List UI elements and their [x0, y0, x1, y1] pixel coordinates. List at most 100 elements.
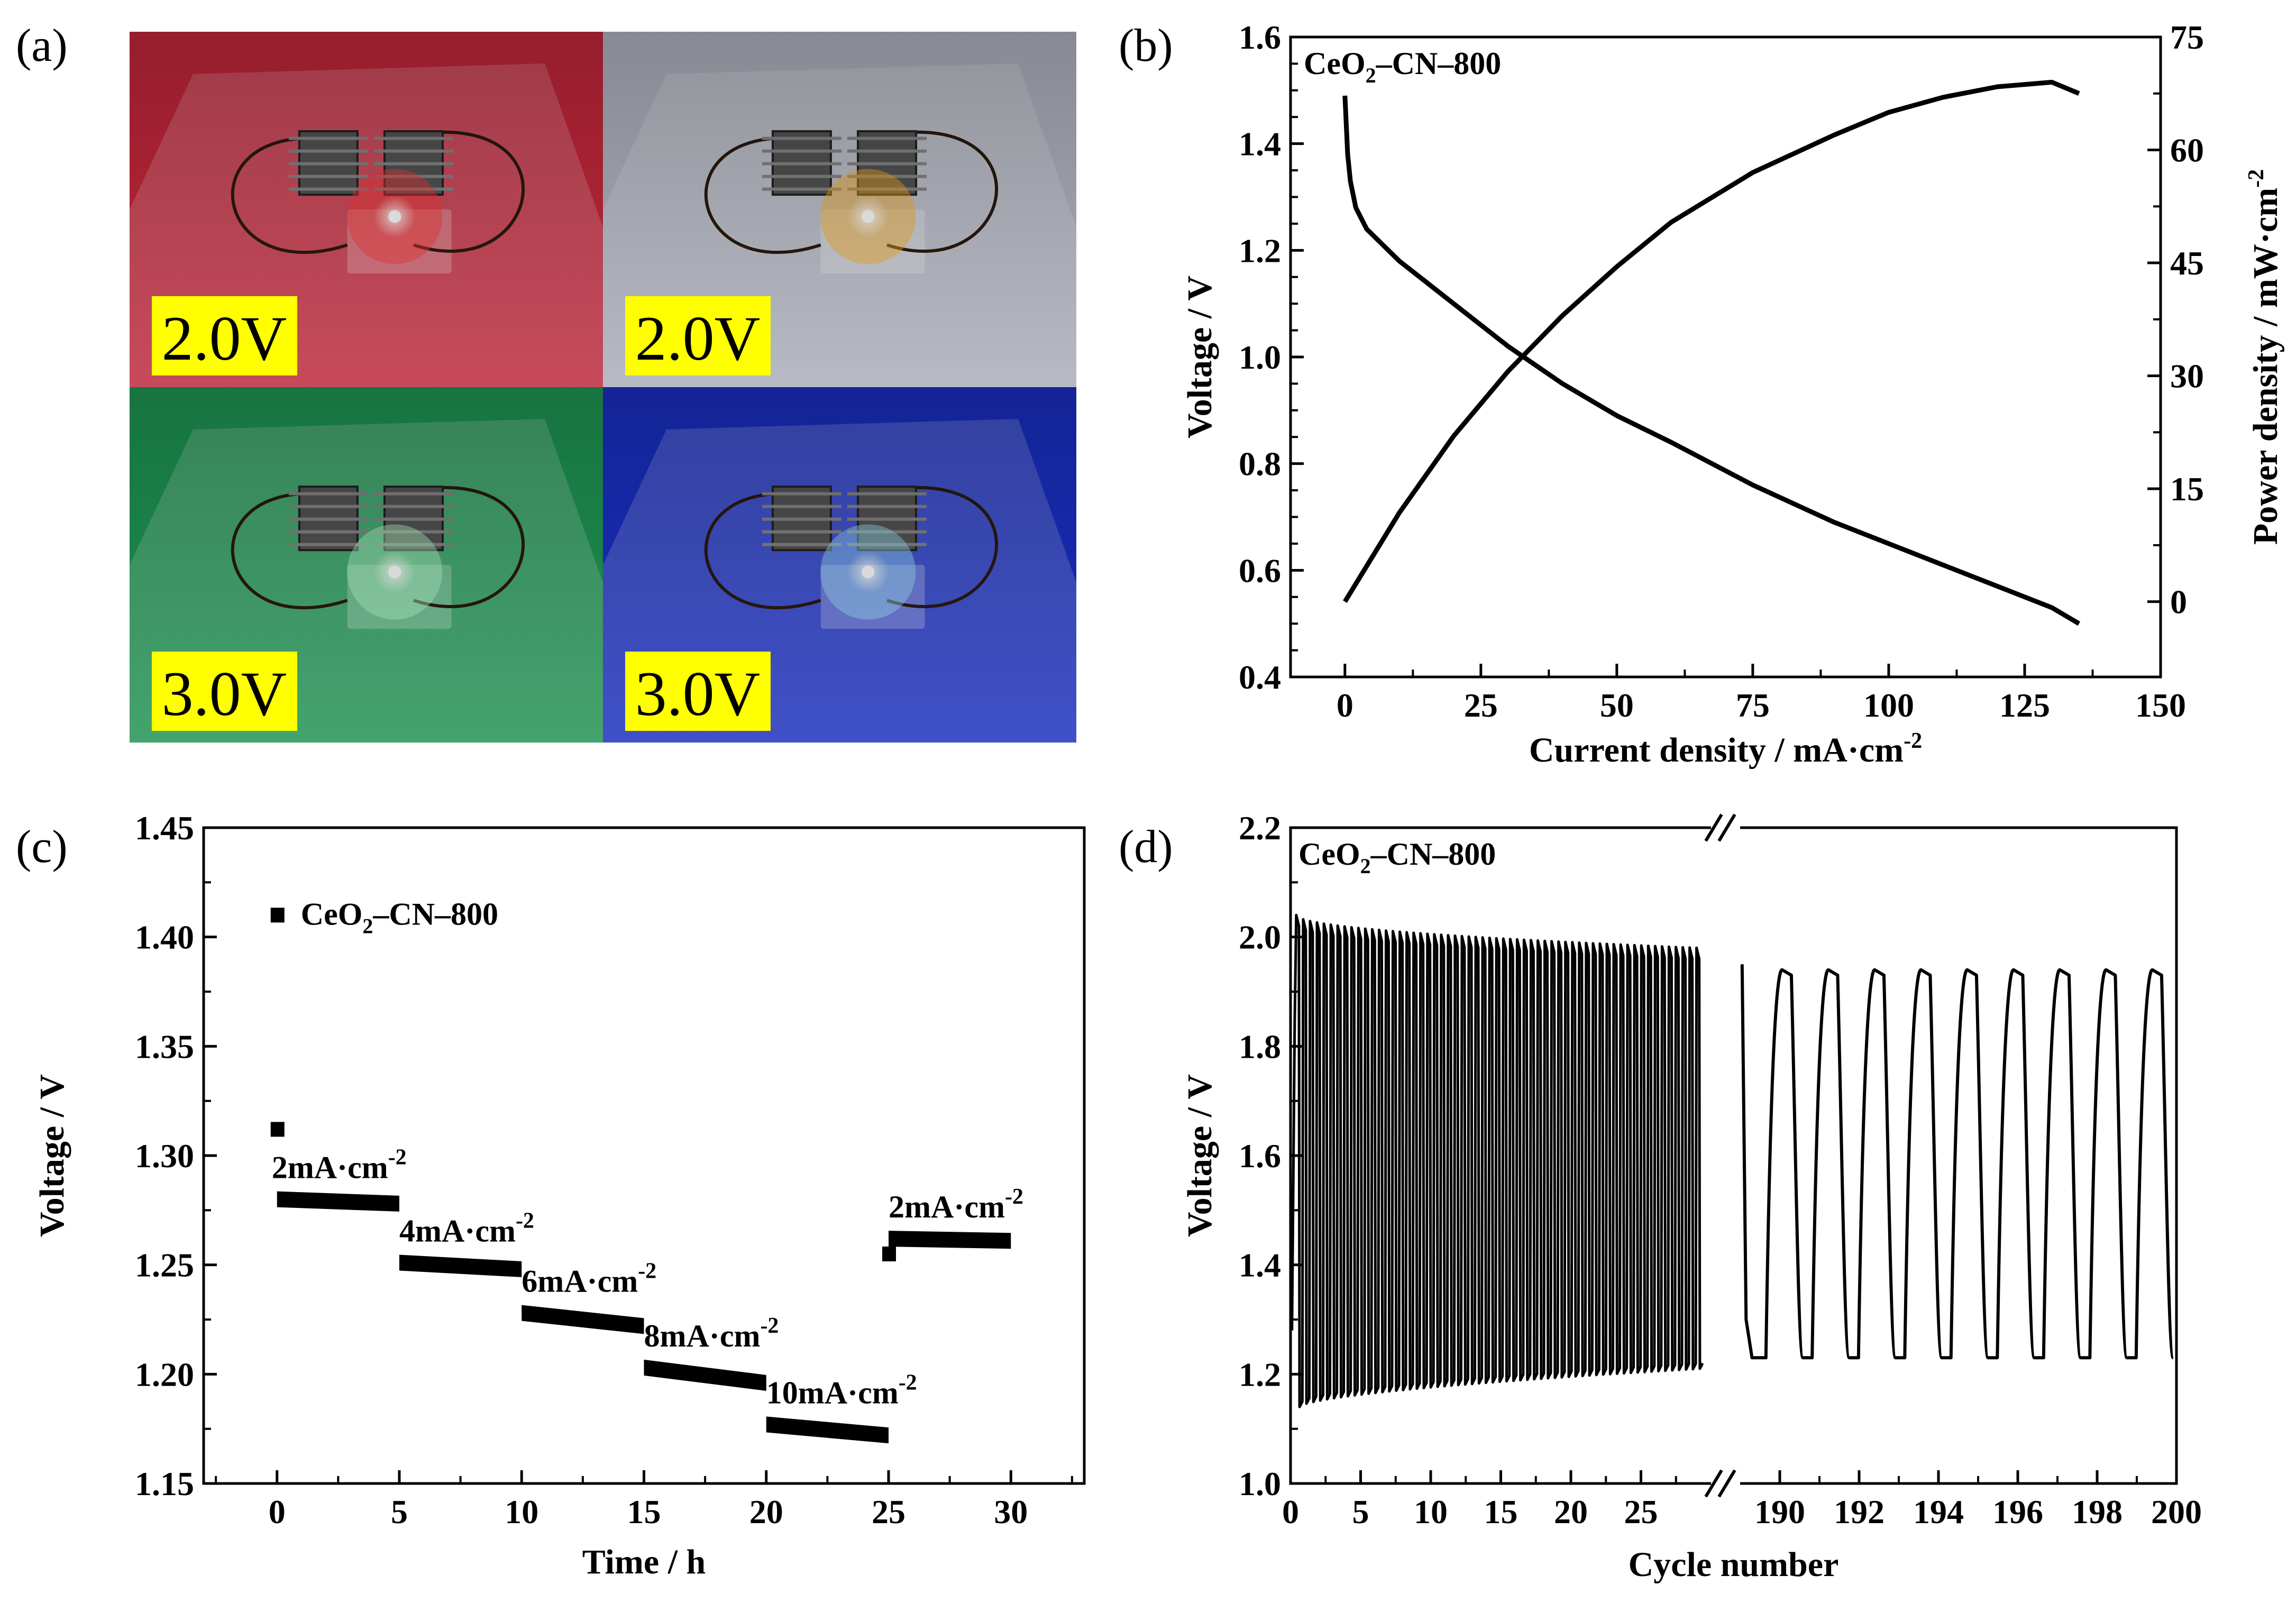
x-tick-label: 15 [1484, 1493, 1518, 1531]
photo-grid: 2.0V 2.0V 3.0V 3.0V [130, 32, 1076, 743]
x-tick-label: 0 [269, 1493, 286, 1531]
panel-label-d: (d) [1119, 821, 1173, 873]
x-tick-label: 5 [1352, 1493, 1369, 1531]
x-tick-label: 15 [627, 1493, 661, 1531]
data-segment-2 [399, 1254, 522, 1277]
x-tick-label: 190 [1754, 1493, 1805, 1531]
series-line-power-density [1342, 79, 2080, 603]
chart-title: CeO2–CN–800 [1304, 46, 1501, 87]
segment-label-4: 8mA·cm-2 [644, 1314, 779, 1353]
x-tick-label: 0 [1282, 1493, 1299, 1531]
x-tick-label: 10 [505, 1493, 538, 1531]
chart-b: 0 25 50 75 100 125 150 0.4 0.6 0.8 1.0 1.2 1.4 1.6 0 15… [1181, 19, 2285, 770]
panel-label-a: (a) [16, 20, 68, 71]
y2-tick-label: 60 [2170, 132, 2204, 169]
y-tick-label: 1.30 [135, 1137, 194, 1175]
y-tick-label: 1.4 [1239, 125, 1281, 163]
y-tick-label: 1.0 [1239, 338, 1281, 376]
voltage-label-bg [625, 296, 771, 375]
segment-label-6: 2mA·cm-2 [889, 1185, 1023, 1224]
x-tick-label: 50 [1600, 686, 1634, 724]
data-segment-4 [644, 1359, 766, 1391]
voltage-label: 2.0V [635, 303, 761, 373]
photo-red-led: 2.0V [130, 32, 603, 387]
x-axis-label: Cycle number [1629, 1545, 1839, 1584]
data-segment-6 [889, 1231, 1011, 1249]
series-line-cycling-late [1740, 964, 2175, 1360]
y-tick-label: 1.2 [1239, 1355, 1281, 1393]
data-segment-1 [277, 1191, 399, 1212]
y-tick-label: 2.0 [1239, 919, 1281, 956]
x-tick-label: 25 [1624, 1493, 1658, 1531]
data-point-2 [882, 1247, 896, 1261]
voltage-label-bg [152, 296, 297, 375]
x-tick-label: 30 [994, 1493, 1028, 1531]
y-tick-label: 1.40 [135, 919, 194, 956]
voltage-label-bg [152, 652, 297, 731]
y-tick-label: 2.2 [1239, 809, 1281, 847]
chart-c: 0 5 10 15 20 25 30 1.15 1.20 1.25 1.30 1.35 1.40 1.45… [33, 809, 1086, 1581]
panel-label-b: (b) [1119, 20, 1173, 71]
x-tick-label: 0 [1337, 686, 1353, 724]
x-axis-label: Current density / mA·cm-2 [1529, 729, 1922, 770]
y2-tick-label: 0 [2170, 583, 2187, 621]
voltage-label: 3.0V [162, 658, 287, 729]
y-tick-label: 1.45 [135, 809, 194, 847]
x-tick-label: 200 [2151, 1493, 2202, 1531]
x-tick-label: 198 [2072, 1493, 2123, 1531]
series-line-cycling-early [1291, 913, 1704, 1408]
x-tick-label: 125 [1999, 686, 2050, 724]
data-segment-5 [766, 1416, 889, 1444]
voltage-label: 2.0V [162, 303, 287, 373]
segment-label-1: 2mA·cm-2 [272, 1146, 407, 1185]
segment-label-5: 10mA·cm-2 [766, 1370, 917, 1410]
legend-label: CeO2–CN–800 [301, 896, 498, 938]
y2-tick-label: 15 [2170, 470, 2204, 508]
y-axis-label: Voltage / V [1181, 276, 1219, 438]
x-tick-label: 25 [1464, 686, 1498, 724]
x-tick-label: 150 [2135, 686, 2186, 724]
y-tick-label: 1.4 [1239, 1247, 1281, 1284]
x-tick-label: 20 [749, 1493, 783, 1531]
segment-label-3: 6mA·cm-2 [522, 1259, 656, 1299]
y-tick-label: 1.20 [135, 1355, 194, 1393]
y-tick-label: 1.0 [1239, 1465, 1281, 1503]
x-axis-label: Time / h [582, 1543, 706, 1581]
series-line-voltage [1342, 95, 2081, 626]
y-tick-label: 0.6 [1239, 552, 1281, 589]
y-tick-label: 1.6 [1239, 19, 1281, 56]
photo-orange-led: 2.0V [603, 32, 1076, 387]
x-tick-label: 5 [391, 1493, 408, 1531]
voltage-label: 3.0V [635, 658, 761, 729]
x-tick-label: 10 [1414, 1493, 1448, 1531]
photo-blue-led: 3.0V [603, 387, 1076, 743]
y2-tick-label: 30 [2170, 358, 2204, 395]
y2-axis-label: Power density / mW·cm-2 [2244, 169, 2285, 545]
panel-label-c: (c) [16, 821, 68, 873]
data-segment-3 [522, 1305, 644, 1334]
axis-break-mark [1717, 813, 1736, 842]
segment-label-2: 4mA·cm-2 [399, 1209, 534, 1249]
y-tick-label: 1.35 [135, 1028, 194, 1065]
data-point-1 [270, 1122, 285, 1137]
x-tick-label: 192 [1834, 1493, 1885, 1531]
y2-tick-label: 75 [2170, 19, 2204, 56]
y-axis-label: Voltage / V [1181, 1074, 1219, 1237]
plot-frame [1289, 35, 2162, 679]
y-tick-label: 1.15 [135, 1465, 194, 1503]
axis-break-mark [1704, 1469, 1723, 1498]
x-tick-label: 194 [1913, 1493, 1964, 1531]
axis-break-mark [1717, 1469, 1736, 1498]
y-tick-label: 0.8 [1239, 445, 1281, 483]
y-tick-label: 1.8 [1239, 1028, 1281, 1065]
x-tick-label: 75 [1736, 686, 1770, 724]
y-tick-label: 1.2 [1239, 232, 1281, 269]
chart-d: 1.0 1.2 1.4 1.6 1.8 2.0 2.2 0 5 10 15 20 25 190 192 194… [1181, 809, 2202, 1584]
x-tick-label: 100 [1863, 686, 1914, 724]
y-tick-label: 0.4 [1239, 658, 1281, 696]
x-tick-label: 25 [872, 1493, 905, 1531]
axis-break-mark [1704, 813, 1723, 842]
x-tick-label: 20 [1554, 1493, 1588, 1531]
voltage-label-bg [625, 652, 771, 731]
